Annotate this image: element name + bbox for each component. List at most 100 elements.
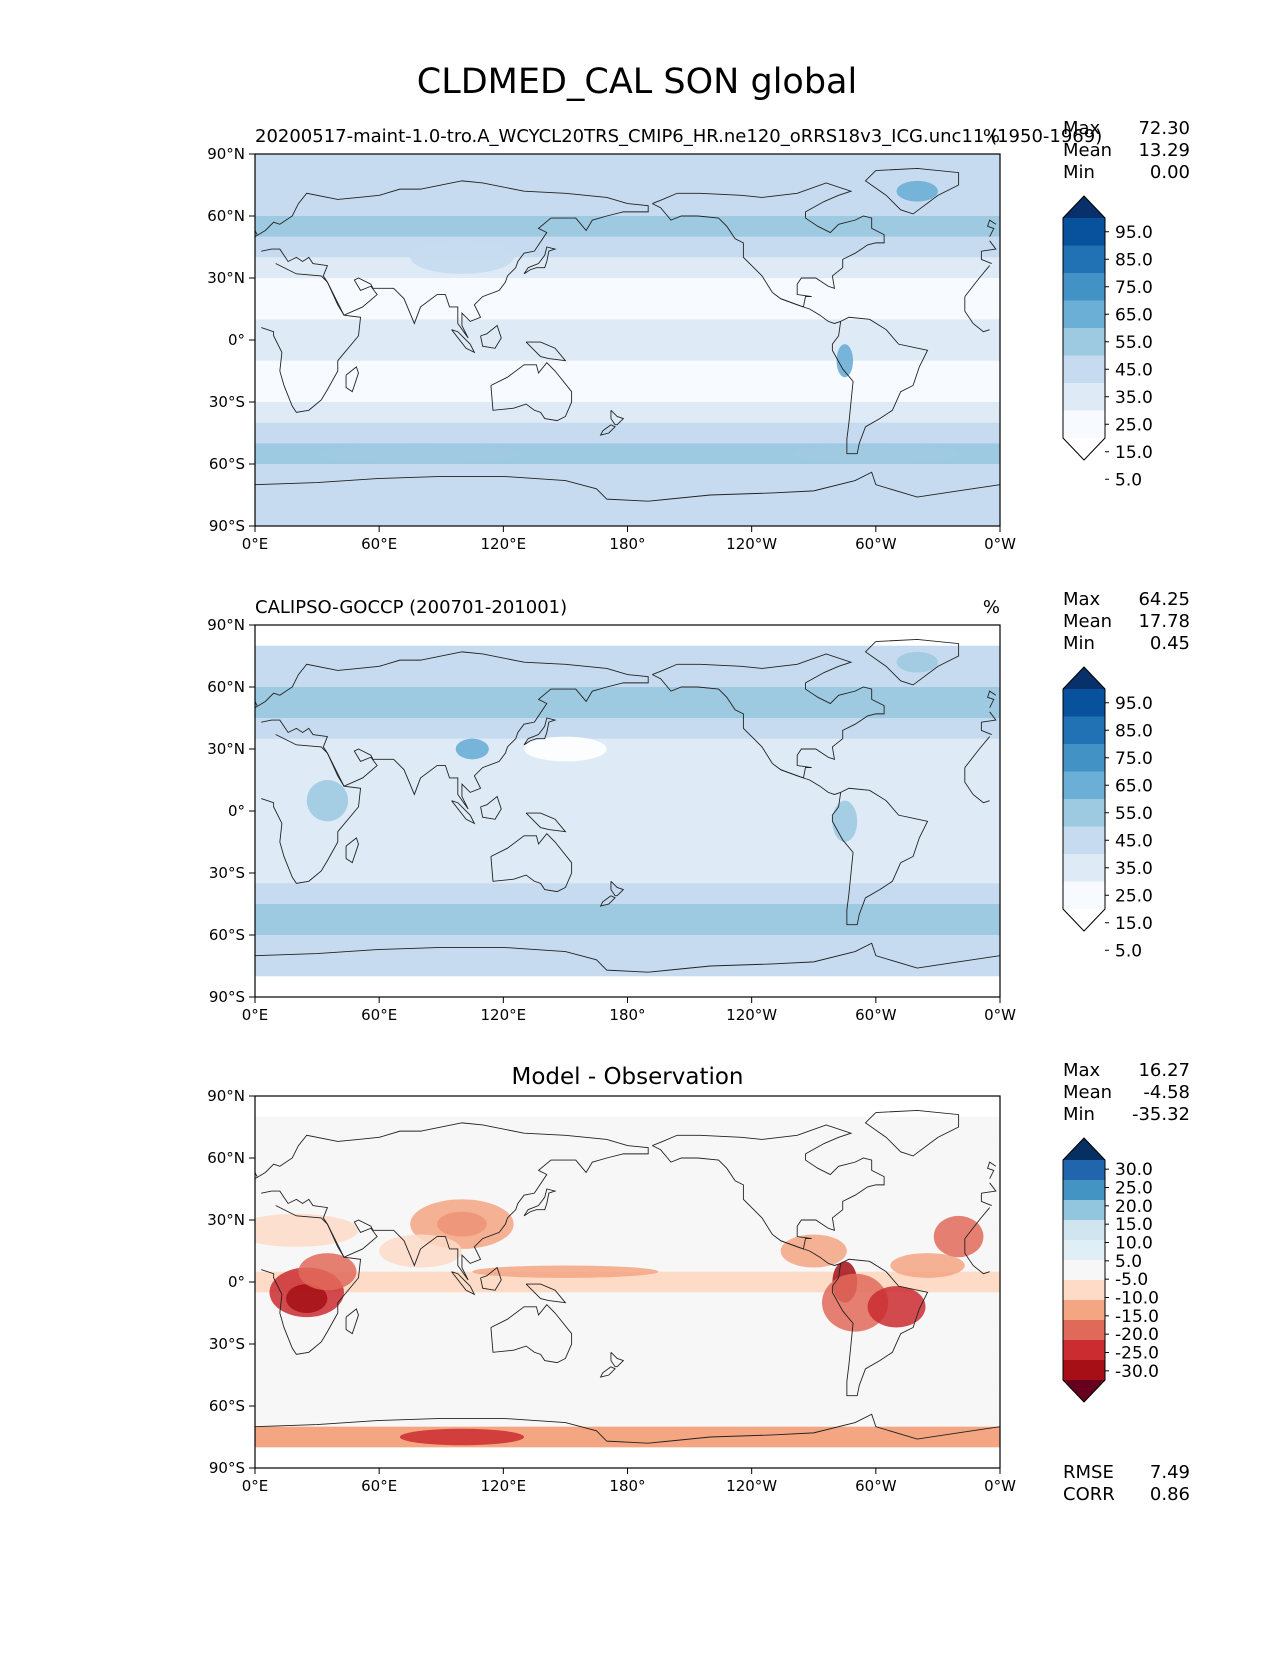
field-band <box>255 1375 1000 1386</box>
y-tick-label: 60°S <box>209 1397 245 1415</box>
stat-value: 0.00 <box>1150 162 1190 183</box>
coastline <box>980 251 992 264</box>
y-tick-label: 90°S <box>209 1459 245 1477</box>
panel-title-left: 20200517-maint-1.0-tro.A_WCYCL20TRS_CMIP… <box>255 126 1102 147</box>
colorbar-tick-label: 15.0 <box>1115 1215 1153 1235</box>
panel-units: % <box>983 126 1000 147</box>
colorbar-outline <box>1062 195 1106 461</box>
coastline <box>451 800 476 825</box>
field-band <box>255 278 1000 289</box>
x-tick-label: 0°E <box>242 1006 269 1024</box>
coastline <box>980 1193 992 1206</box>
coastline <box>964 767 990 804</box>
coastline <box>981 240 997 252</box>
field-band <box>255 842 1000 853</box>
field-band <box>255 1209 1000 1221</box>
coastline <box>525 812 567 833</box>
coastline <box>964 1238 990 1275</box>
field-band <box>255 1240 1000 1252</box>
coastline <box>652 1124 885 1250</box>
stat-label: Max <box>1063 589 1101 610</box>
y-tick-label: 0° <box>228 1273 245 1291</box>
field-band <box>255 749 1000 760</box>
colorbar-segment <box>1063 218 1105 246</box>
field-band <box>255 862 1000 874</box>
colorbar-tick-label: 30.0 <box>1115 1160 1153 1180</box>
anomaly-region <box>298 1253 357 1291</box>
field-band <box>255 1426 1000 1438</box>
metric-label: RMSE <box>1063 1462 1114 1483</box>
field-band <box>255 1416 1000 1428</box>
x-tick-label: 120°W <box>726 1477 777 1495</box>
field-band <box>255 185 1000 196</box>
colorbar-segment <box>1063 1160 1105 1181</box>
field-band <box>255 174 1000 186</box>
colorbar-tick-label: 45.0 <box>1115 831 1153 851</box>
field-band <box>255 1282 1000 1293</box>
x-tick-label: 0°E <box>242 1477 269 1495</box>
field-band <box>255 1333 1000 1345</box>
field-band <box>255 1292 1000 1304</box>
field-band <box>255 1354 1000 1366</box>
map-panel-reference: 0°E 60°E 120°E 180° 120°W 60°W 0°W 90°N 60°N 30°N… <box>207 589 1190 1024</box>
stat-label: Min <box>1063 633 1095 654</box>
field-band <box>255 769 1000 781</box>
y-tick-label: 60°N <box>207 678 245 696</box>
field-band <box>255 164 1000 176</box>
map-panel-difference: 0°E 60°E 120°E 180° 120°W 60°W 0°W 90°N 60°N 30°N… <box>207 1060 1190 1505</box>
coastline <box>255 1413 1000 1444</box>
coastline <box>652 653 885 779</box>
field-band <box>255 453 1000 465</box>
map-field-difference <box>255 1096 1000 1468</box>
colorbar-tick-label: 25.0 <box>1115 1179 1153 1199</box>
field-band <box>255 1178 1000 1190</box>
coastline <box>987 690 997 708</box>
field-band <box>255 666 1000 678</box>
field-band <box>255 1137 1000 1149</box>
stat-value: 13.29 <box>1138 140 1190 161</box>
field-band <box>255 1230 1000 1242</box>
cloud-region <box>896 651 938 673</box>
field-band <box>255 412 1000 424</box>
coastline <box>864 1110 960 1157</box>
cloud-region <box>836 344 854 378</box>
anomaly-region <box>890 1253 965 1278</box>
colorbar-segment <box>1063 1340 1105 1361</box>
colorbar-extend-bottom <box>1063 1380 1105 1402</box>
coastline <box>255 180 649 339</box>
anomaly-region <box>286 1284 328 1313</box>
x-tick-label: 0°W <box>984 1477 1016 1495</box>
y-tick-label: 30°S <box>209 1335 245 1353</box>
field-band <box>255 360 1000 372</box>
field-band <box>255 676 1000 688</box>
colorbar-segment <box>1063 245 1105 274</box>
coastline <box>255 1122 649 1281</box>
y-tick-label: 30°N <box>207 1211 245 1229</box>
colorbar-segment <box>1063 1300 1105 1321</box>
colorbar-tick-label: 5.0 <box>1115 941 1142 961</box>
coastline <box>255 471 1000 502</box>
field-band <box>255 257 1000 269</box>
coastline <box>480 324 502 349</box>
colorbar-segment <box>1063 1180 1105 1201</box>
colorbar-tick-label: 20.0 <box>1115 1197 1153 1217</box>
coastline <box>864 168 960 215</box>
coastline <box>490 1304 573 1364</box>
anomaly-region <box>867 1286 926 1328</box>
field-band <box>255 656 1000 667</box>
field-band <box>255 687 1000 698</box>
colorbar-tick-label: -5.0 <box>1115 1270 1148 1290</box>
field-band <box>255 205 1000 217</box>
field-band <box>255 811 1000 822</box>
coastlines <box>255 639 1000 973</box>
field-band <box>255 381 1000 393</box>
field-band <box>255 1302 1000 1314</box>
coastline <box>980 722 992 735</box>
field-band <box>255 873 1000 884</box>
colorbar-extend-top <box>1063 196 1105 218</box>
field-band <box>255 247 1000 258</box>
coastline <box>610 880 625 897</box>
colorbar-segment <box>1063 328 1105 356</box>
field-band <box>255 1447 1000 1459</box>
field-band <box>255 800 1000 812</box>
